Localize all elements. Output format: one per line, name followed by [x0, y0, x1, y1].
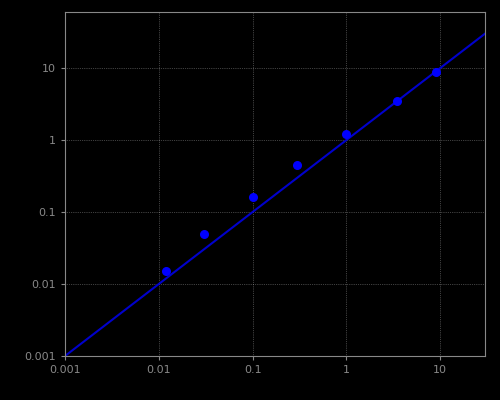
- Point: [294, 162, 302, 168]
- Point: [162, 268, 170, 274]
- Point: [342, 131, 350, 138]
- Point: [394, 98, 402, 104]
- Point: [248, 194, 256, 200]
- Point: [200, 230, 207, 237]
- Point: [432, 69, 440, 75]
